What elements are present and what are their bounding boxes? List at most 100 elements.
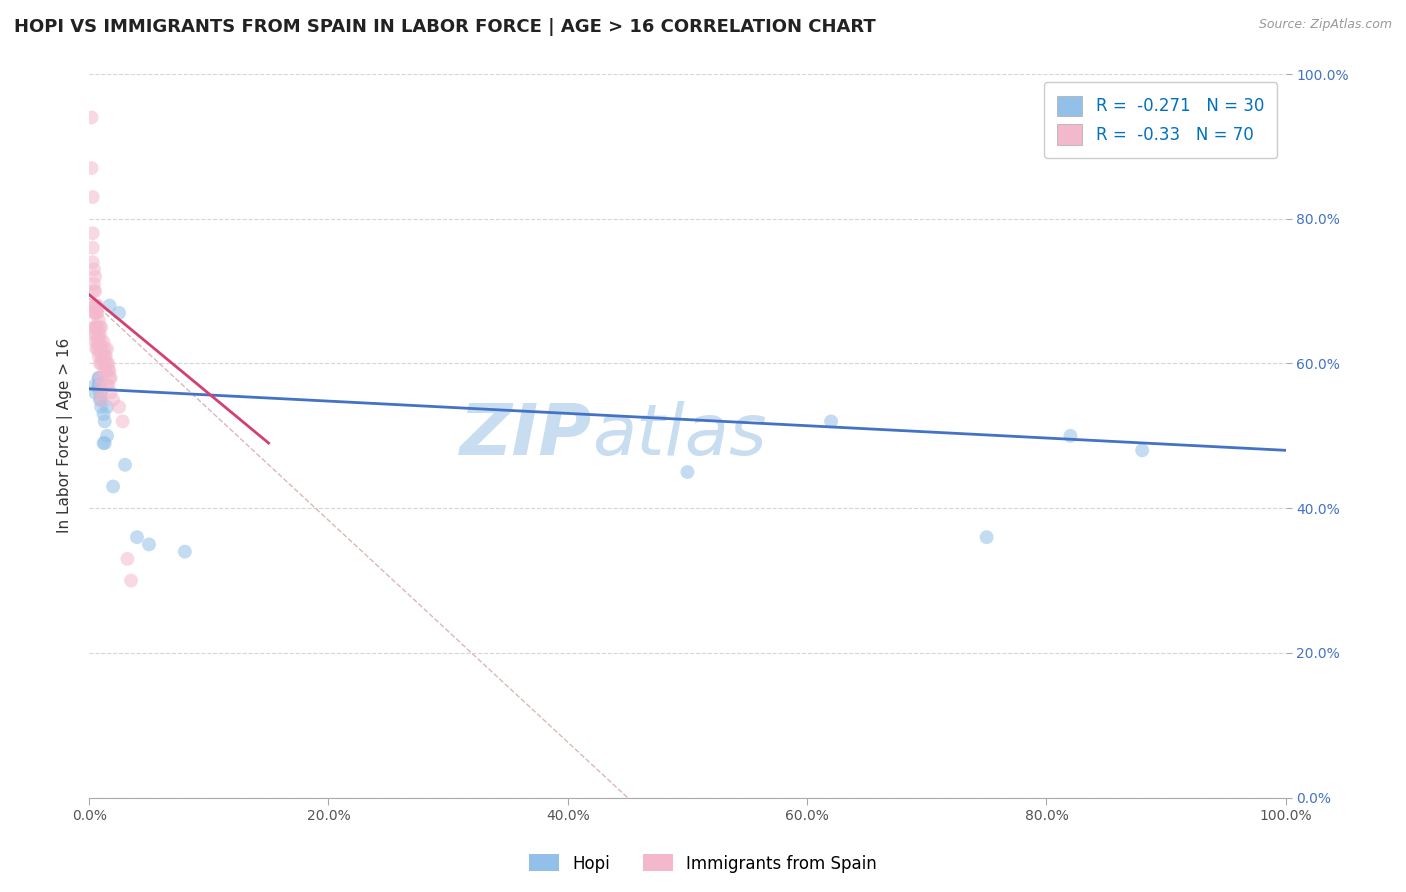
Point [676,465,699,479]
Point [83,277,105,291]
Point [86,320,108,334]
Point [101,392,124,407]
Point [93,349,115,363]
Point [1130,443,1153,458]
Point [87,334,110,349]
Point [84,320,107,334]
Point [83,299,105,313]
Point [86,342,108,356]
Point [97,378,120,392]
Point [89,342,111,356]
Point [93,414,115,428]
Point [83,284,105,298]
Point [86,342,108,356]
Point [84,284,107,298]
Point [114,458,136,472]
Point [84,299,107,313]
Point [125,530,148,544]
Point [86,299,108,313]
Point [90,400,112,414]
Point [98,299,121,313]
Point [90,334,112,349]
Point [96,378,118,392]
Point [108,400,131,414]
Point [98,371,121,385]
Point [96,400,118,414]
Point [820,414,842,428]
Point [80,111,103,125]
Point [97,364,120,378]
Point [111,414,134,428]
Point [80,161,103,175]
Point [82,241,104,255]
Legend: Hopi, Immigrants from Spain: Hopi, Immigrants from Spain [522,847,884,880]
Point [87,313,110,327]
Point [90,385,112,400]
Point [90,349,112,363]
Point [117,552,139,566]
Point [82,226,104,240]
Point [96,342,118,356]
Point [173,544,195,558]
Text: atlas: atlas [592,401,766,470]
Point [87,371,110,385]
Point [86,327,108,342]
Point [93,342,115,356]
Point [87,327,110,342]
Point [89,320,111,334]
Point [90,392,112,407]
Point [83,306,105,320]
Point [83,320,105,334]
Point [87,349,110,363]
Text: HOPI VS IMMIGRANTS FROM SPAIN IN LABOR FORCE | AGE > 16 CORRELATION CHART: HOPI VS IMMIGRANTS FROM SPAIN IN LABOR F… [14,18,876,36]
Point [93,349,115,363]
Text: Source: ZipAtlas.com: Source: ZipAtlas.com [1258,18,1392,31]
Point [87,378,110,392]
Point [108,306,131,320]
Point [93,356,115,370]
Point [82,255,104,269]
Point [84,334,107,349]
Y-axis label: In Labor Force | Age > 16: In Labor Force | Age > 16 [58,338,73,533]
Point [100,385,122,400]
Point [84,306,107,320]
Point [976,530,998,544]
Point [100,371,122,385]
Point [96,364,118,378]
Point [90,378,112,392]
Point [89,327,111,342]
Point [84,327,107,342]
Point [93,436,115,450]
Point [89,385,111,400]
Point [98,364,121,378]
Legend: R =  -0.271   N = 30, R =  -0.33   N = 70: R = -0.271 N = 30, R = -0.33 N = 70 [1045,82,1278,158]
Point [90,356,112,370]
Point [93,334,115,349]
Point [86,306,108,320]
Point [1059,429,1081,443]
Point [96,429,118,443]
Point [120,574,142,588]
Point [87,371,110,385]
Point [89,392,111,407]
Point [97,356,120,370]
Point [84,385,107,400]
Point [101,479,124,493]
Point [90,342,112,356]
Point [90,371,112,385]
Point [90,385,112,400]
Text: ZIP: ZIP [460,401,592,470]
Point [96,356,118,370]
Point [90,392,112,407]
Point [89,378,111,392]
Point [89,356,111,370]
Point [86,306,108,320]
Point [138,537,160,551]
Point [94,349,117,363]
Point [84,378,107,392]
Point [82,190,104,204]
Point [86,320,108,334]
Point [84,269,107,284]
Point [94,356,117,370]
Point [83,262,105,277]
